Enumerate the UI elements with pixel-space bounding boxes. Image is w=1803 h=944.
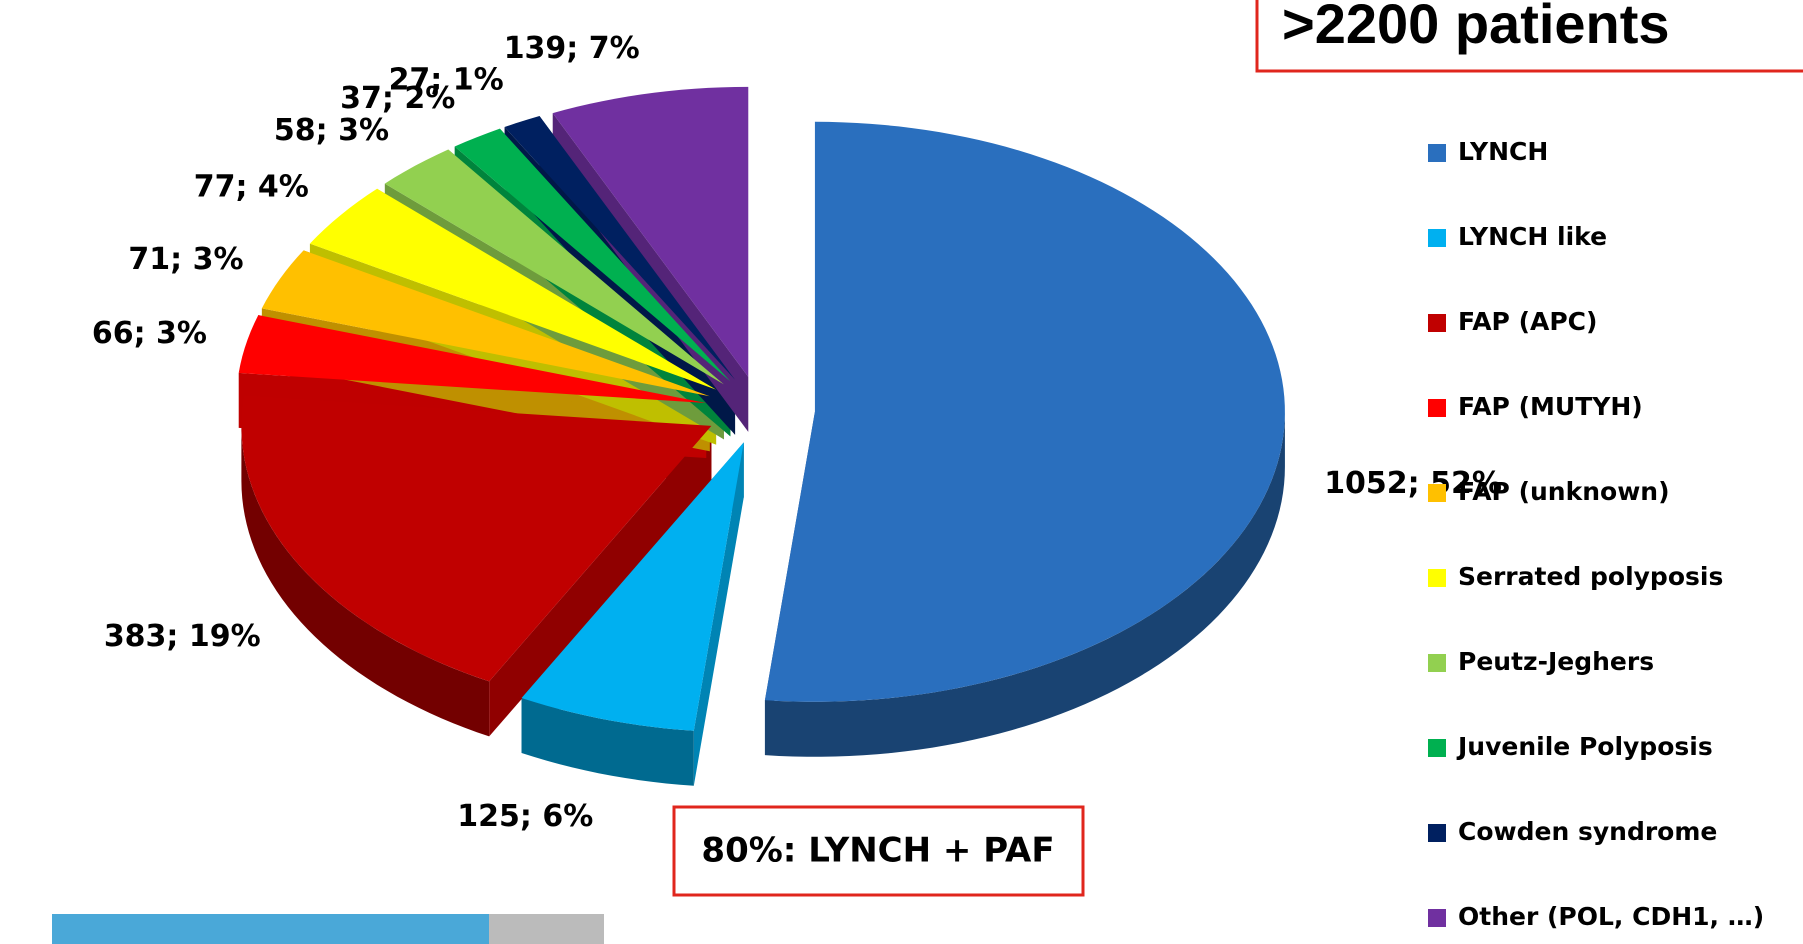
annotation: 80%: LYNCH + PAF [701, 831, 1054, 871]
data-label: 125; 6% [457, 799, 593, 834]
legend-swatch [1428, 229, 1446, 247]
chart: >2200 patients 80%: LYNCH + PAF 1052; 52… [0, 0, 1803, 944]
legend-swatch [1428, 654, 1446, 672]
data-label: 71; 3% [128, 242, 243, 277]
legend-label: LYNCH like [1458, 222, 1607, 251]
legend-label: Juvenile Polyposis [1456, 732, 1713, 761]
legend-label: LYNCH [1458, 137, 1548, 166]
pie: 1052; 52%125; 6%383; 19%66; 3%71; 3%77; … [92, 31, 1502, 834]
legend-swatch [1428, 824, 1446, 842]
data-label: 77; 4% [194, 169, 309, 204]
logo [52, 914, 489, 944]
legend-label: Serrated polyposis [1458, 562, 1723, 591]
legend-label: FAP (unknown) [1458, 477, 1670, 506]
data-label: 66; 3% [92, 316, 207, 351]
legend-swatch [1428, 399, 1446, 417]
legend-swatch [1428, 739, 1446, 757]
data-label: 139; 7% [504, 31, 640, 66]
legend-label: Other (POL, CDH1, …) [1458, 902, 1764, 931]
legend: LYNCH LYNCH like FAP (APC) FAP (MUTYH) FAP (… [1428, 137, 1764, 931]
legend-label: Peutz-Jeghers [1458, 647, 1654, 676]
legend-swatch [1428, 909, 1446, 927]
legend-label: Cowden syndrome [1458, 817, 1717, 846]
legend-label: FAP (APC) [1458, 307, 1597, 336]
data-label: 383; 19% [104, 619, 261, 654]
legend-swatch [1428, 569, 1446, 587]
logo [489, 914, 604, 944]
legend-label: FAP (MUTYH) [1458, 392, 1643, 421]
legend-swatch [1428, 484, 1446, 502]
legend-swatch [1428, 314, 1446, 332]
legend-swatch [1428, 144, 1446, 162]
title: >2200 patients [1282, 0, 1670, 55]
data-label: 58; 3% [274, 113, 389, 148]
data-label: 27; 1% [389, 63, 504, 98]
